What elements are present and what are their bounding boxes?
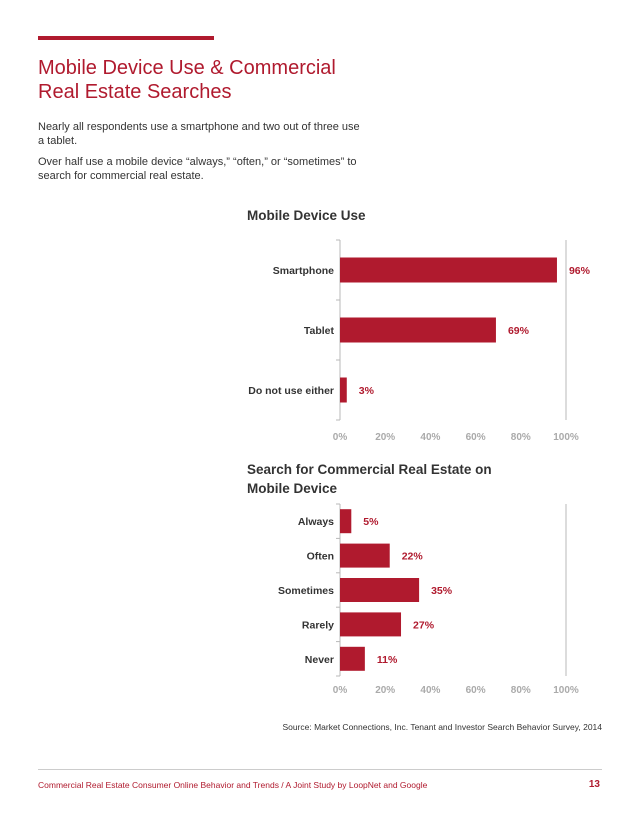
chart2-bar [340,646,365,671]
chart1-bar [340,377,347,403]
top-accent-rule [38,36,214,40]
chart1-title: Mobile Device Use [247,208,366,223]
chart2-category-label: Sometimes [278,585,334,597]
chart1-value-label: 96% [569,265,591,277]
chart2-bar [340,509,352,534]
chart1-value-label: 69% [508,325,530,337]
chart2-value-label: 22% [402,551,424,563]
footer-divider [38,769,602,770]
mobile-search-frequency-chart: Always 5% Often 22% Sometimes 35% Rarely 27% Nev… [278,503,579,696]
page-number: 13 [588,779,600,790]
chart2-value-label: 27% [413,619,435,631]
chart1-category-label: Smartphone [273,265,334,277]
intro-text: Nearly all respondents use a smartphone … [38,120,368,190]
chart2-bar [340,612,402,637]
chart2-category-label: Rarely [302,619,334,631]
chart2-value-label: 11% [377,654,398,666]
chart2-value-label: 5% [363,516,379,528]
chart1-bar [340,257,557,283]
chart1-x-tick-label: 80% [511,432,531,443]
chart1-x-tick-label: 100% [553,432,579,443]
chart1-x-tick-label: 20% [375,432,395,443]
chart1-x-tick-label: 0% [333,432,348,443]
chart1-category-label: Do not use either [248,385,334,397]
chart2-category-label: Always [298,516,334,528]
chart2-x-tick-label: 20% [375,685,395,696]
chart2-x-tick-label: 0% [333,685,348,696]
chart2-x-tick-label: 60% [466,685,486,696]
chart1-x-tick-label: 60% [466,432,486,443]
chart2-x-tick-label: 100% [553,685,579,696]
chart2-value-label: 35% [431,585,453,597]
intro-paragraph-2: Over half use a mobile device “always,” … [38,156,357,182]
source-note: Source: Market Connections, Inc. Tenant … [282,722,602,732]
page-title: Mobile Device Use & Commercial Real Esta… [38,57,336,103]
mobile-device-use-chart: Smartphone 96% Tablet 69% Do not use either 3… [248,239,591,443]
chart2-bar [340,543,390,568]
chart2-category-label: Never [305,654,334,666]
footer-text: Commercial Real Estate Consumer Online B… [38,780,428,790]
chart1-bar [340,317,496,343]
chart1-category-label: Tablet [304,325,335,337]
chart2-bar [340,578,420,602]
chart2-title: Search for Commercial Real Estate on Mob… [247,462,492,496]
chart1-value-label: 3% [359,385,375,397]
chart2-category-label: Often [307,551,334,563]
chart1-x-tick-label: 40% [420,432,440,443]
chart2-x-tick-label: 40% [420,685,440,696]
chart2-x-tick-label: 80% [511,685,531,696]
intro-paragraph-1: Nearly all respondents use a smartphone … [38,121,360,147]
